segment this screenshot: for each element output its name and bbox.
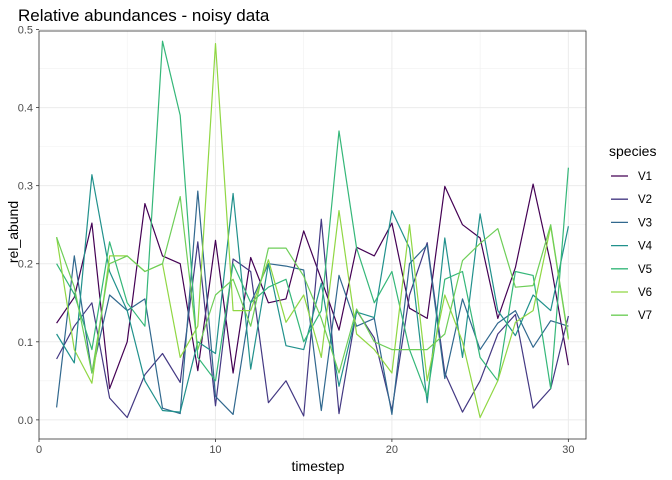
legend-label: V6 [638,287,652,299]
legend-label: V4 [638,241,653,253]
legend-label: V1 [638,171,652,183]
minor-gridlines [39,31,586,439]
y-tick-label: 0.4 [18,103,33,115]
plot-border [38,30,587,440]
legend-label: V7 [638,310,652,322]
series-line-v1 [56,183,569,390]
legend-item-v2: V2 [611,194,652,206]
y-axis-ticks: 0.0 0.1 0.2 0.3 0.4 0.5 [18,25,39,427]
legend-items: V1 V2 V3 V4 V5 V6 V7 [611,171,653,322]
legend-item-v6: V6 [611,287,652,299]
legend-label: V3 [638,217,652,229]
legend-title: species [609,143,656,159]
x-tick-label: 0 [36,444,42,456]
legend-item-v3: V3 [611,217,652,229]
x-tick-label: 30 [562,444,574,456]
y-axis-title: rel_abund [5,201,21,263]
y-tick-label: 0.1 [18,337,33,349]
legend: species V1 V2 V3 V4 V5 V6 V7 [609,143,656,322]
legend-item-v5: V5 [611,264,652,276]
x-tick-label: 10 [209,444,221,456]
plot-panel [38,29,587,440]
x-axis-ticks: 0 10 20 30 [36,439,574,456]
legend-item-v1: V1 [611,171,652,183]
y-tick-label: 0.0 [18,415,33,427]
plot-background [39,31,586,439]
x-axis-title: timestep [292,458,345,474]
legend-item-v4: V4 [611,241,653,253]
y-tick-label: 0.2 [18,259,33,271]
series-line-v4 [56,174,569,413]
legend-label: V5 [638,264,652,276]
x-tick-label: 20 [386,444,398,456]
series-lines [56,40,569,419]
chart-title: Relative abundances - noisy data [18,6,270,25]
y-tick-label: 0.5 [18,25,33,37]
legend-item-v7: V7 [611,310,652,322]
y-tick-label: 0.3 [18,181,33,193]
legend-label: V2 [638,194,652,206]
series-line-v7 [56,196,569,374]
series-line-v3 [56,190,569,415]
